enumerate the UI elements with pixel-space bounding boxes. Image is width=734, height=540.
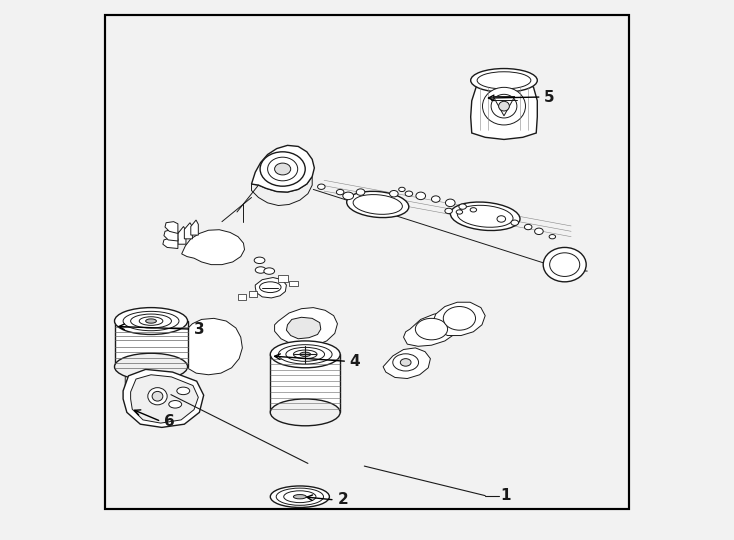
Polygon shape [181,230,244,265]
Ellipse shape [152,392,163,401]
Ellipse shape [543,247,586,282]
Polygon shape [255,278,286,298]
Ellipse shape [445,208,452,214]
Ellipse shape [148,388,167,405]
Ellipse shape [443,307,476,330]
Ellipse shape [415,319,448,340]
Ellipse shape [498,102,509,111]
Ellipse shape [270,486,330,508]
Polygon shape [123,369,203,427]
Polygon shape [178,226,186,244]
Ellipse shape [276,488,324,505]
Polygon shape [178,146,587,402]
Text: 3: 3 [194,322,205,336]
Ellipse shape [549,234,556,239]
Polygon shape [275,308,338,346]
Ellipse shape [115,308,188,334]
Polygon shape [164,229,178,241]
Ellipse shape [264,268,275,274]
Ellipse shape [123,312,179,330]
Ellipse shape [456,210,462,214]
Bar [289,281,298,286]
Text: 1: 1 [501,488,511,503]
Ellipse shape [470,69,537,92]
Ellipse shape [260,282,281,293]
Ellipse shape [416,192,426,200]
Ellipse shape [390,191,398,197]
Polygon shape [404,313,459,346]
Ellipse shape [115,353,188,380]
Text: 4: 4 [350,354,360,369]
Ellipse shape [268,157,298,181]
Ellipse shape [260,152,305,186]
Ellipse shape [294,495,306,499]
Polygon shape [131,375,198,423]
Ellipse shape [482,87,526,125]
Ellipse shape [145,319,156,323]
Polygon shape [432,302,485,335]
Ellipse shape [275,163,291,175]
Ellipse shape [135,325,161,357]
Ellipse shape [254,257,265,264]
Ellipse shape [294,350,317,359]
Ellipse shape [300,352,310,356]
Ellipse shape [446,199,455,207]
Ellipse shape [343,192,354,200]
Ellipse shape [470,208,476,212]
Bar [115,321,188,367]
Ellipse shape [399,187,405,192]
Polygon shape [165,221,178,233]
Ellipse shape [286,347,324,361]
Ellipse shape [278,345,332,364]
Ellipse shape [270,399,340,426]
Ellipse shape [497,216,506,222]
Polygon shape [191,220,198,235]
Ellipse shape [400,359,411,366]
Ellipse shape [511,220,518,225]
Ellipse shape [405,191,413,197]
Polygon shape [470,75,537,139]
Bar [249,292,257,297]
Polygon shape [126,366,191,421]
Polygon shape [184,222,192,239]
Text: 6: 6 [164,414,175,429]
Polygon shape [383,348,430,379]
Ellipse shape [318,184,325,190]
Ellipse shape [353,194,402,214]
Bar [278,275,288,282]
Ellipse shape [432,196,440,202]
Ellipse shape [457,205,513,227]
Ellipse shape [550,253,580,276]
Ellipse shape [346,191,409,218]
Ellipse shape [284,491,316,503]
Ellipse shape [393,354,418,371]
Bar [238,294,246,300]
Ellipse shape [459,204,466,210]
Ellipse shape [139,317,163,325]
Polygon shape [252,145,314,192]
Ellipse shape [451,202,520,231]
Ellipse shape [169,401,181,408]
Polygon shape [180,319,242,375]
Ellipse shape [270,341,340,368]
Ellipse shape [524,224,532,230]
Ellipse shape [177,387,189,395]
Bar [270,354,340,413]
Ellipse shape [477,72,531,89]
Ellipse shape [336,190,344,195]
Polygon shape [493,97,515,116]
Text: 5: 5 [545,90,555,105]
Polygon shape [163,238,178,248]
Ellipse shape [255,267,266,273]
Polygon shape [286,318,321,339]
Polygon shape [252,177,312,206]
Ellipse shape [131,314,172,328]
Polygon shape [308,173,587,270]
Ellipse shape [356,189,365,195]
Text: 2: 2 [338,492,348,508]
Ellipse shape [534,228,543,234]
Ellipse shape [491,94,517,118]
